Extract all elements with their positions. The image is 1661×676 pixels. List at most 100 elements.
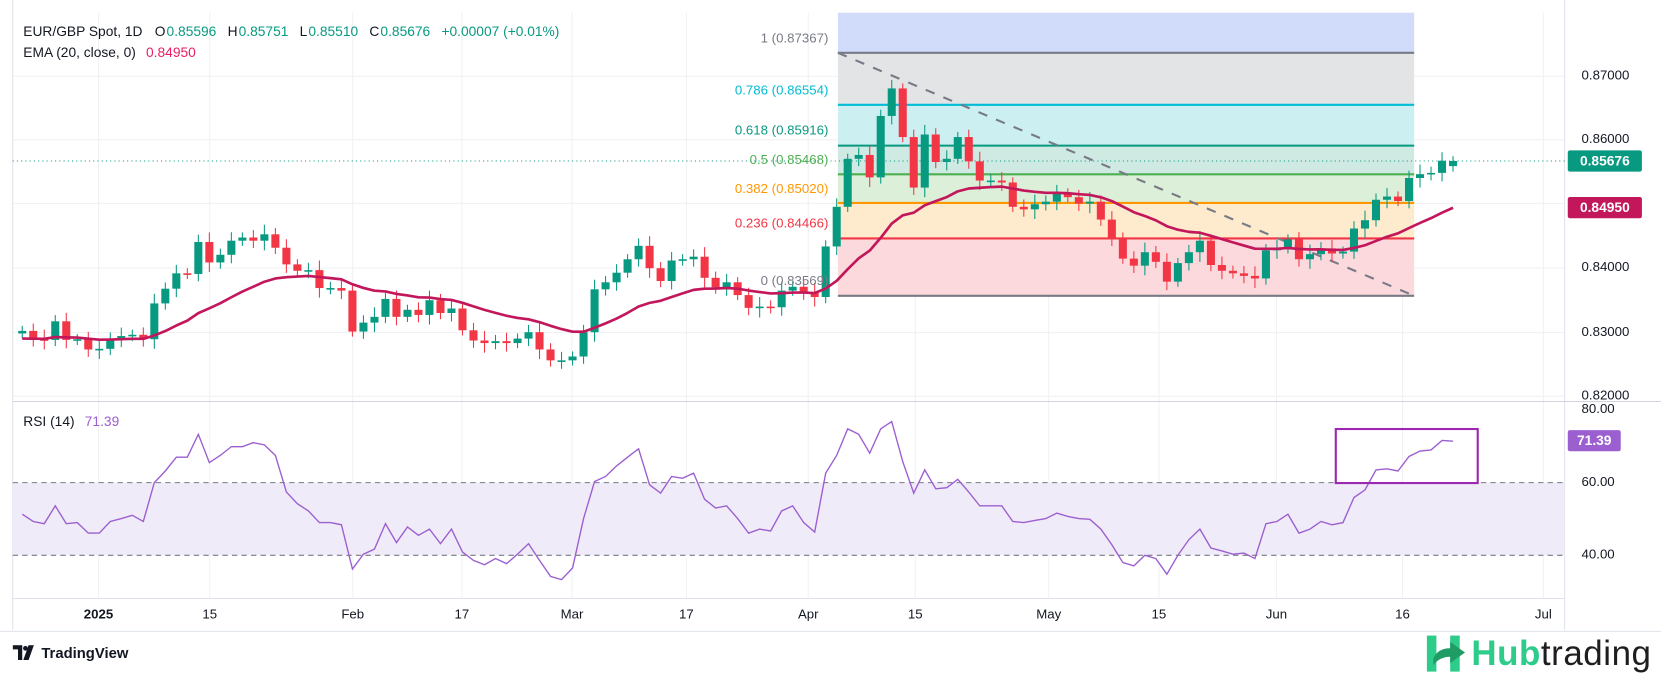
candle-down — [271, 234, 280, 248]
candle-down — [62, 321, 71, 340]
candle-down — [1228, 270, 1237, 274]
candle-down — [1008, 182, 1017, 207]
candle-down — [1063, 193, 1072, 198]
candle-up — [1261, 250, 1270, 279]
rsi-axis-label: 60.00 — [1581, 474, 1615, 490]
candle-up — [491, 341, 500, 344]
candle-down — [1250, 275, 1259, 279]
candle-up — [1173, 263, 1182, 282]
candle-down — [535, 332, 544, 350]
candle-up — [117, 336, 126, 339]
candle-down — [931, 134, 940, 163]
candle-up — [524, 332, 533, 339]
candle-down — [645, 245, 654, 269]
candle-up — [51, 321, 60, 340]
candle-up — [447, 308, 456, 314]
candle-down — [502, 341, 511, 344]
candle-down — [865, 154, 874, 178]
candle-up — [832, 206, 841, 247]
time-axis-label: 17 — [454, 606, 470, 622]
high-value: 0.85751 — [238, 23, 289, 40]
candle-up — [260, 234, 269, 241]
candle-down — [480, 340, 489, 344]
candle-up — [106, 338, 115, 349]
time-axis-label: 15 — [202, 606, 218, 622]
hubtrading-logo: Hub trading — [1425, 633, 1652, 673]
time-axis-label: 2025 — [83, 606, 114, 622]
candle-up — [953, 137, 962, 159]
candle-down — [293, 264, 302, 271]
candle-up — [689, 256, 698, 260]
candle-up — [304, 270, 313, 272]
candle-up — [678, 259, 687, 261]
candle-down — [315, 270, 324, 289]
candle-up — [623, 259, 632, 273]
candle-down — [546, 349, 555, 361]
rsi-label[interactable]: RSI (14) — [23, 413, 75, 430]
candle-down — [282, 247, 291, 265]
symbol-name[interactable]: EUR/GBP Spot, 1D — [23, 23, 143, 40]
candle-up — [1195, 240, 1204, 253]
candle-down — [1162, 261, 1171, 282]
brand-hub: Hub — [1471, 633, 1541, 673]
candle-down — [1118, 237, 1127, 259]
candle-down — [414, 309, 423, 315]
low-key: L — [299, 23, 308, 40]
candle-up — [326, 288, 335, 290]
candle-up — [942, 158, 951, 163]
ema-legend: EMA (20, close, 0) 0.84950 — [23, 44, 196, 60]
candle-up — [18, 330, 27, 334]
rsi-value-tag: 71.39 — [1567, 430, 1621, 452]
ema-line — [22, 185, 1454, 341]
candle-down — [700, 256, 709, 278]
change-value: +0.00007 (+0.01%) — [441, 23, 560, 40]
fib-zone — [837, 174, 1415, 203]
candle-up — [1360, 220, 1370, 229]
candle-up — [1305, 254, 1314, 260]
candle-up — [667, 260, 676, 282]
candle-down — [656, 268, 665, 282]
candle-up — [227, 240, 236, 255]
candle-up — [1184, 252, 1193, 264]
candle-up — [568, 356, 577, 361]
price-axis-label: 0.84000 — [1581, 259, 1630, 275]
tradingview-logo[interactable]: TradingView — [12, 644, 128, 661]
price-axis-label: 0.86000 — [1581, 131, 1630, 147]
time-axis-label: Mar — [560, 606, 584, 622]
candle-down — [249, 237, 258, 241]
time-axis-label: May — [1036, 606, 1062, 622]
candle-up — [513, 338, 522, 344]
candle-up — [634, 245, 643, 260]
fib-level-label: 0.382 (0.85020) — [734, 180, 829, 196]
fib-level-label: 0.618 (0.85916) — [734, 123, 829, 139]
candle-up — [601, 282, 610, 290]
candle-up — [612, 272, 621, 283]
candle-up — [1041, 201, 1050, 205]
time-axis-label: 15 — [1151, 606, 1167, 622]
last-price-tag: 0.85676 — [1567, 150, 1642, 172]
time-axis-label: Jun — [1265, 606, 1288, 622]
time-axis-label: 17 — [679, 606, 694, 622]
high-key: H — [227, 23, 238, 40]
candle-up — [216, 254, 225, 263]
price-axis-label: 0.82000 — [1581, 387, 1630, 403]
candle-up — [425, 300, 434, 315]
time-axis-label: Apr — [797, 606, 819, 622]
candle-up — [1140, 252, 1149, 266]
candle-down — [997, 180, 1006, 183]
candle-up — [788, 286, 797, 291]
candle-down — [348, 290, 357, 332]
candle-up — [1427, 172, 1436, 175]
candle-down — [799, 286, 808, 293]
fib-zone — [837, 52, 1415, 105]
ema-price-tag: 0.84950 — [1567, 197, 1642, 219]
candle-down — [29, 330, 38, 340]
candle-up — [1338, 251, 1348, 254]
rsi-axis-label: 40.00 — [1581, 546, 1615, 562]
candle-down — [392, 298, 401, 317]
candle-up — [359, 322, 368, 332]
candle-up — [194, 241, 203, 274]
candle-down — [1129, 258, 1138, 266]
ema-label[interactable]: EMA (20, close, 0) — [23, 44, 136, 61]
